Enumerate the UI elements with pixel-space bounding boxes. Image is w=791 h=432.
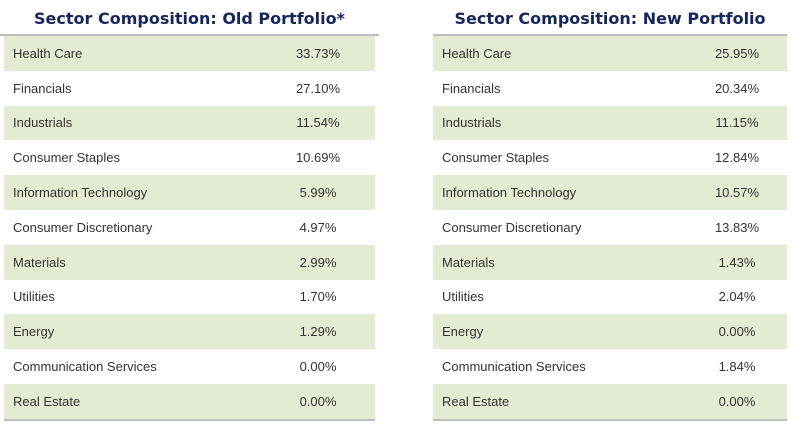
- old-portfolio-table-row: Utilities 1.70%: [4, 280, 375, 315]
- old-portfolio-sector-value: 1.70%: [299, 289, 337, 305]
- new-portfolio-sector-value: 1.84%: [718, 359, 756, 375]
- old-portfolio-sector-label: Financials: [13, 80, 72, 96]
- new-portfolio-sector-label: Real Estate: [433, 383, 687, 419]
- old-portfolio-sector-value: 11.54%: [261, 105, 375, 141]
- new-portfolio-sector-label: Industrials: [433, 105, 687, 141]
- old-portfolio-bottom-rule: [4, 418, 375, 421]
- old-portfolio-table-row: Materials 2.99%: [4, 244, 375, 280]
- new-portfolio-table-row: Consumer Discretionary 13.83%: [433, 210, 787, 245]
- new-portfolio-sector-label: Communication Services: [442, 359, 586, 375]
- old-portfolio-sector-value: 4.97%: [299, 219, 337, 235]
- old-portfolio-sector-label: Materials: [4, 244, 261, 280]
- new-portfolio-table-row: Materials 1.43%: [433, 244, 787, 280]
- old-portfolio-table-row: Real Estate 0.00%: [4, 383, 375, 419]
- old-portfolio-sector-label: Communication Services: [13, 359, 157, 375]
- old-portfolio-sector-label: Utilities: [13, 289, 55, 305]
- old-portfolio-sector-value: 27.10%: [295, 80, 341, 96]
- old-portfolio-sector-value: 1.29%: [261, 314, 375, 350]
- old-portfolio-table-row: Energy 1.29%: [4, 314, 375, 350]
- new-portfolio-sector-label: Consumer Discretionary: [442, 219, 582, 235]
- old-portfolio-title: Sector Composition: Old Portfolio*: [0, 0, 379, 36]
- old-portfolio-table-row: Financials 27.10%: [4, 71, 375, 106]
- new-portfolio-sector-label: Consumer Staples: [442, 150, 549, 166]
- new-portfolio-sector-value: 13.83%: [714, 219, 760, 235]
- old-portfolio-panel: Sector Composition: Old Portfolio* Healt…: [0, 0, 379, 421]
- old-portfolio-sector-value: 0.00%: [261, 383, 375, 419]
- old-portfolio-sector-value: 33.73%: [261, 36, 375, 71]
- new-portfolio-sector-value: 2.04%: [718, 289, 756, 305]
- new-portfolio-sector-value: 11.15%: [687, 105, 787, 141]
- old-portfolio-sector-value: 0.00%: [299, 359, 337, 375]
- new-portfolio-sector-label: Information Technology: [433, 175, 687, 210]
- old-portfolio-sector-label: Consumer Discretionary: [13, 219, 153, 235]
- old-portfolio-sector-label: Consumer Staples: [13, 150, 120, 166]
- old-portfolio-table-row: Communication Services 0.00%: [4, 349, 375, 384]
- new-portfolio-sector-value: 0.00%: [687, 314, 787, 350]
- new-portfolio-sector-label: Financials: [442, 80, 501, 96]
- old-portfolio-sector-label: Information Technology: [4, 175, 261, 210]
- new-portfolio-sector-label: Utilities: [442, 289, 484, 305]
- new-portfolio-sector-value: 25.95%: [687, 36, 787, 71]
- new-portfolio-table-row: Financials 20.34%: [433, 71, 787, 106]
- new-portfolio-sector-value: 1.43%: [687, 244, 787, 280]
- new-portfolio-table-row: Information Technology 10.57%: [433, 175, 787, 210]
- old-portfolio-sector-label: Real Estate: [4, 383, 261, 419]
- new-portfolio-table-row: Communication Services 1.84%: [433, 349, 787, 384]
- old-portfolio-table-row: Information Technology 5.99%: [4, 175, 375, 210]
- old-portfolio-table: Health Care 33.73% Financials 27.10% Industr…: [4, 36, 375, 419]
- old-portfolio-sector-label: Energy: [4, 314, 261, 350]
- new-portfolio-table-row: Utilities 2.04%: [433, 280, 787, 315]
- old-portfolio-table-row: Consumer Staples 10.69%: [4, 140, 375, 175]
- old-portfolio-table-row: Consumer Discretionary 4.97%: [4, 210, 375, 245]
- new-portfolio-sector-label: Energy: [433, 314, 687, 350]
- new-portfolio-table-row: Industrials 11.15%: [433, 105, 787, 141]
- old-portfolio-sector-label: Industrials: [4, 105, 261, 141]
- new-portfolio-sector-label: Materials: [433, 244, 687, 280]
- new-portfolio-table-row: Consumer Staples 12.84%: [433, 140, 787, 175]
- new-portfolio-title: Sector Composition: New Portfolio: [433, 0, 787, 36]
- old-portfolio-sector-value: 2.99%: [261, 244, 375, 280]
- new-portfolio-table-row: Real Estate 0.00%: [433, 383, 787, 419]
- old-portfolio-sector-label: Health Care: [4, 36, 261, 71]
- new-portfolio-table-row: Health Care 25.95%: [433, 36, 787, 71]
- new-portfolio-sector-label: Health Care: [433, 36, 687, 71]
- old-portfolio-sector-value: 10.69%: [295, 150, 341, 166]
- new-portfolio-sector-value: 20.34%: [714, 80, 760, 96]
- new-portfolio-sector-value: 12.84%: [714, 150, 760, 166]
- new-portfolio-panel: Sector Composition: New Portfolio Health…: [433, 0, 787, 421]
- new-portfolio-bottom-rule: [433, 418, 787, 421]
- old-portfolio-table-row: Industrials 11.54%: [4, 105, 375, 141]
- new-portfolio-sector-value: 0.00%: [687, 383, 787, 419]
- old-portfolio-sector-value: 5.99%: [261, 175, 375, 210]
- new-portfolio-table-row: Energy 0.00%: [433, 314, 787, 350]
- old-portfolio-table-row: Health Care 33.73%: [4, 36, 375, 71]
- new-portfolio-table: Health Care 25.95% Financials 20.34% Industr…: [433, 36, 787, 419]
- new-portfolio-sector-value: 10.57%: [687, 175, 787, 210]
